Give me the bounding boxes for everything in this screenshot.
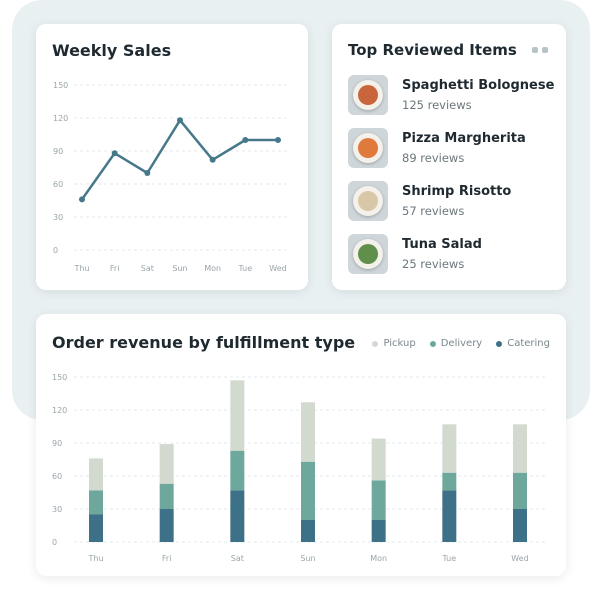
bar-catering (442, 490, 457, 542)
x-tick-label: Mon (204, 264, 221, 273)
list-item[interactable]: Tuna Salad 25 reviews (348, 234, 558, 274)
data-point (177, 117, 183, 124)
bar-delivery (159, 483, 174, 509)
legend-label: Delivery (440, 338, 483, 349)
x-tick-label: Thu (87, 554, 103, 563)
catering-swatch (496, 340, 503, 347)
y-tick-label: 30 (52, 505, 62, 514)
chart-legend: Pickup Delivery Catering (372, 338, 550, 349)
x-tick-label: Mon (370, 554, 387, 563)
data-point (144, 170, 151, 176)
food-thumbnail (348, 128, 388, 168)
legend-item-delivery: Delivery (429, 338, 483, 349)
weekly-sales-title: Weekly Sales (52, 41, 172, 60)
y-tick-label: 90 (52, 439, 62, 448)
bar-pickup (371, 438, 386, 481)
weekly-sales-card: Weekly Sales 0 30 60 90 120 150 Thu Fri Sat Sun Mo… (36, 24, 308, 290)
list-item[interactable]: Shrimp Risotto 57 reviews (348, 181, 558, 221)
bar-pickup (513, 424, 527, 473)
food-thumbnail (348, 181, 388, 221)
item-name: Spaghetti Bolognese (402, 78, 555, 93)
item-name: Pizza Margherita (402, 131, 526, 146)
x-tick-label: Thu (73, 264, 89, 273)
more-dots-icon[interactable] (532, 47, 548, 53)
x-tick-label: Fri (110, 264, 120, 273)
list-item[interactable]: Pizza Margherita 89 reviews (348, 128, 558, 168)
bar-catering (159, 509, 174, 542)
bar-pickup (301, 402, 315, 462)
y-tick-label: 60 (53, 180, 63, 189)
x-tick-label: Fri (162, 554, 172, 563)
bar-pickup (442, 424, 457, 473)
x-tick-label: Sun (300, 554, 315, 563)
legend-item-catering: Catering (496, 338, 550, 349)
x-tick-label: Wed (511, 554, 528, 563)
weekly-sales-chart: 0 30 60 90 120 150 Thu Fri Sat Sun Mon Tue Wed (53, 81, 288, 273)
bar-catering (371, 520, 386, 542)
data-point (242, 137, 249, 143)
x-tick-label: Sat (231, 554, 244, 563)
x-tick-label: Wed (269, 264, 286, 273)
bar-delivery (442, 472, 457, 491)
y-tick-label: 120 (53, 114, 68, 123)
bar-pickup (230, 380, 245, 451)
x-tick-label: Sat (141, 264, 154, 273)
legend-label: Pickup (383, 338, 416, 349)
item-name: Tuna Salad (402, 237, 482, 252)
x-tick-label: Tue (237, 264, 252, 273)
bar-pickup (89, 458, 103, 491)
revenue-title: Order revenue by fulfillment type (52, 333, 356, 352)
x-tick-label: Tue (441, 554, 456, 563)
item-name: Shrimp Risotto (402, 184, 512, 199)
bar-catering (301, 520, 315, 542)
food-thumbnail (348, 234, 388, 274)
series-line (80, 118, 278, 201)
y-tick-label: 0 (53, 246, 58, 255)
bar-delivery (301, 461, 315, 520)
legend-label: Catering (507, 338, 550, 349)
item-reviews: 89 reviews (402, 151, 465, 165)
bar-delivery (89, 490, 103, 515)
bar-catering (513, 509, 527, 542)
order-revenue-card: Order revenue by fulfillment type Pickup… (36, 314, 566, 576)
x-tick-label: Sun (172, 264, 187, 273)
bar-delivery (513, 472, 527, 509)
bar-catering (89, 514, 103, 542)
bar-pickup (159, 444, 174, 484)
y-tick-label: 30 (53, 213, 63, 222)
delivery-swatch (429, 340, 436, 347)
item-reviews: 25 reviews (402, 257, 465, 271)
legend-item-pickup: Pickup (372, 338, 416, 349)
pickup-swatch (372, 340, 379, 347)
y-tick-label: 90 (53, 147, 63, 156)
y-tick-label: 0 (52, 538, 57, 547)
item-reviews: 57 reviews (402, 204, 465, 218)
bar-catering (230, 490, 245, 542)
food-thumbnail (348, 75, 388, 115)
data-point (275, 137, 281, 143)
data-point (209, 156, 216, 163)
bar-delivery (371, 480, 386, 520)
data-point (111, 150, 118, 157)
bar-delivery (230, 450, 245, 491)
y-tick-label: 150 (52, 373, 67, 382)
top-reviewed-items-card: Top Reviewed Items Spaghetti Bolognese 1… (332, 24, 566, 290)
list-item[interactable]: Spaghetti Bolognese 125 reviews (348, 75, 558, 115)
top-items-title: Top Reviewed Items (348, 41, 517, 59)
y-tick-label: 150 (53, 81, 68, 90)
y-tick-label: 120 (52, 406, 67, 415)
y-tick-label: 60 (52, 472, 62, 481)
order-revenue-chart: 0 30 60 90 120 150 Thu Fri Sat Sun Mon Tue Wed (52, 373, 548, 563)
data-point (79, 196, 85, 203)
item-reviews: 125 reviews (402, 98, 472, 112)
